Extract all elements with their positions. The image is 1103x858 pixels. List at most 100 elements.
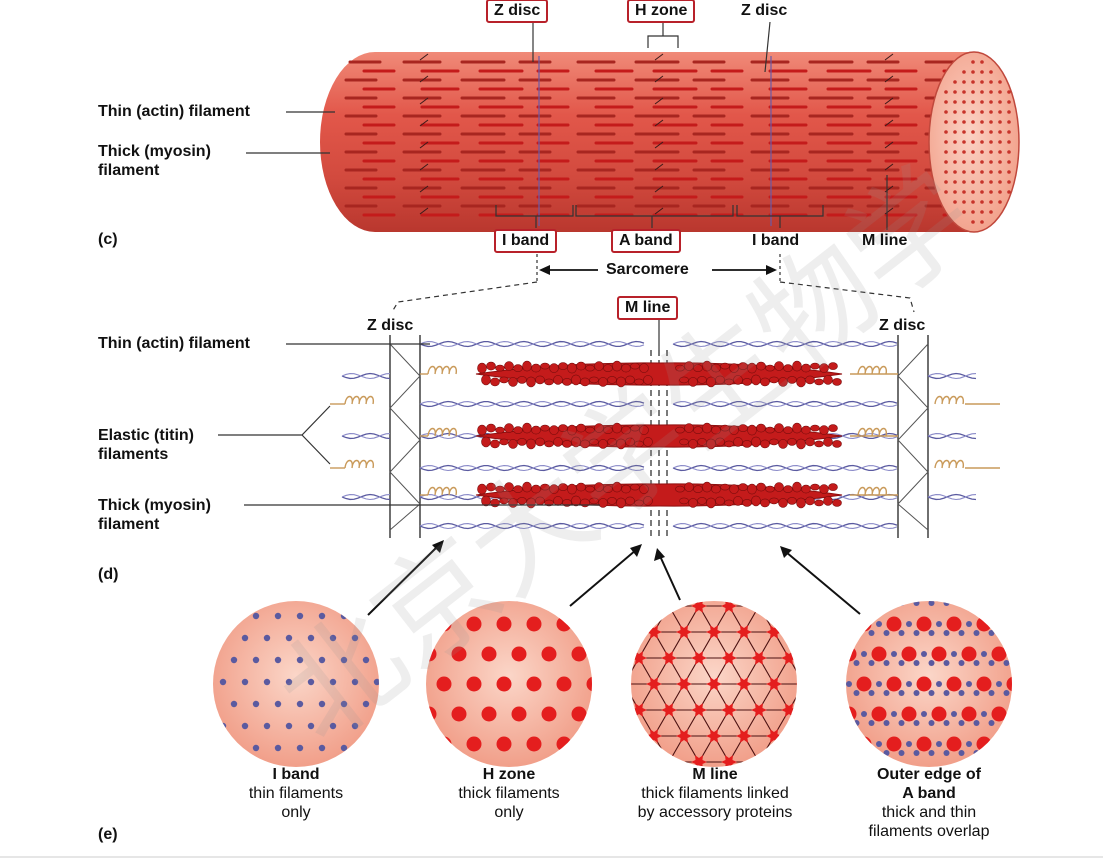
thin-filament-dot (943, 690, 950, 696)
thin-filament-dot (973, 630, 980, 636)
myosin-head (796, 438, 806, 450)
myosin-head (504, 361, 514, 371)
myosin-head (531, 425, 541, 435)
cross-section-dot (989, 210, 993, 214)
myosin-head (643, 496, 653, 506)
thin-actin-filament (672, 522, 898, 530)
thin-filament-dot (318, 612, 326, 620)
thin-filament-dot (362, 744, 370, 752)
thin-filament-dot (1026, 681, 1032, 687)
cross-section-dot (944, 130, 948, 134)
thin-filament-dot (198, 723, 204, 729)
thin-filament-dot (230, 744, 238, 752)
myosin-head (810, 483, 820, 491)
thick-filament-dot (526, 616, 542, 632)
cross-section-dot (971, 170, 975, 174)
thick-filament-dot (541, 646, 557, 662)
myosin-head (819, 425, 829, 435)
myosin-head (585, 485, 595, 493)
m-line-tick (654, 163, 664, 171)
thin-filament-dot (921, 711, 927, 717)
thin-actin-filament (927, 372, 977, 380)
thin-filament-dot (1011, 591, 1017, 597)
thick-filament-star (631, 651, 647, 665)
myosin-head (639, 363, 649, 373)
cross-section-dot (980, 170, 984, 174)
thick-filament-dot (846, 706, 857, 722)
cross-section-dot (953, 140, 957, 144)
thick-filament-dot (407, 737, 422, 752)
titin-pointer (218, 405, 331, 465)
thin-filament-dot (853, 660, 860, 666)
thick-filament-star (751, 703, 767, 717)
thin-filament-dot (898, 601, 905, 606)
cross-section-dot (1007, 160, 1011, 164)
thin-actin-filament (341, 432, 391, 440)
thick-filament-star (811, 599, 827, 613)
thin-filament-dot (241, 634, 249, 642)
caption-h-zone: H zone thick filaments only (424, 765, 594, 822)
m-line-tick (419, 53, 429, 61)
thick-filament-dot (931, 706, 947, 722)
cross-section-dot (971, 220, 975, 224)
z-disc-crosslink (389, 343, 421, 531)
cross-section-dot (953, 170, 957, 174)
thick-filament-dot (976, 676, 992, 692)
thin-actin-filament (927, 372, 977, 380)
accessory-protein-link (788, 605, 797, 633)
thick-filament-star (796, 625, 797, 639)
myosin-head (643, 375, 653, 385)
thick-filament-star (796, 729, 797, 743)
thick-filament-dot (846, 646, 857, 662)
thin-filament-dot (876, 621, 882, 627)
myosin-head (540, 362, 550, 370)
thick-filament-dot (466, 736, 482, 752)
thin-filament-dot (913, 630, 920, 636)
cross-section-dot (944, 190, 948, 194)
thick-filament-star (616, 573, 632, 587)
thin-filament-dot (296, 744, 304, 752)
thin-filament-dot (913, 750, 920, 756)
myosin-head (621, 484, 631, 494)
myosin-head (477, 362, 487, 374)
thin-filament-dot (861, 711, 867, 717)
myosin-head (607, 497, 617, 505)
myosin-head (535, 375, 545, 385)
myosin-head (688, 377, 698, 387)
myosin-head (571, 436, 581, 448)
cross-section-dot (971, 190, 975, 194)
thick-filament-dot (901, 646, 917, 662)
thin-filament-dot (898, 750, 905, 756)
cross-section-dot (980, 200, 984, 204)
myosin-head (832, 378, 842, 386)
myosin-head (765, 364, 775, 372)
cross-section-dot (980, 150, 984, 154)
myosin-head (612, 481, 622, 493)
thin-filament-dot (351, 634, 359, 642)
thick-filament-dot (436, 736, 452, 752)
myosin-head (522, 481, 532, 493)
thin-filament-dot (252, 656, 260, 664)
myosin-head (805, 437, 815, 447)
cross-section-dot (989, 140, 993, 144)
myosin-head (630, 362, 640, 370)
thick-filament-dot (526, 676, 542, 692)
m-line-label-c: M line (862, 232, 908, 249)
myosin-head (711, 363, 721, 373)
m-line-tick (654, 53, 664, 61)
thin-filament-dot (906, 681, 912, 687)
thin-filament-dot (906, 621, 912, 627)
thick-filament-dot (916, 616, 932, 632)
caption-m-line-line1: thick filaments linked (641, 785, 789, 802)
thin-filament-dot (296, 656, 304, 664)
myosin-head (675, 364, 685, 372)
cross-section-dot (971, 140, 975, 144)
thin-filament-dot (868, 720, 875, 726)
m-line-tick (884, 75, 894, 83)
thin-filament-dot (362, 700, 370, 708)
thick-filament-dot (436, 616, 452, 632)
titin-coil (857, 365, 888, 375)
thick-filament-star (766, 573, 782, 587)
accessory-protein-link (819, 580, 834, 606)
myosin-head (490, 439, 500, 449)
